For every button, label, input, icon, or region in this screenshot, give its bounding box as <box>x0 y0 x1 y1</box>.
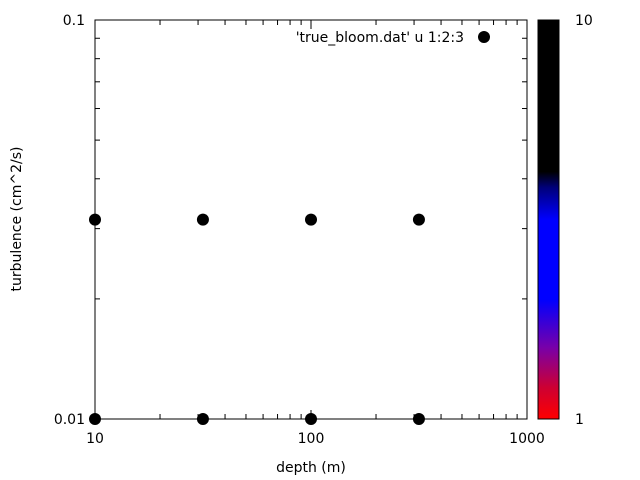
x-axis-label: depth (m) <box>276 460 346 476</box>
x-tick-label: 10 <box>86 431 104 447</box>
data-point <box>305 413 317 425</box>
data-points <box>89 213 425 425</box>
data-point <box>305 213 317 226</box>
y-tick-label: 0.1 <box>63 13 85 29</box>
colorbar-gradient <box>537 19 560 420</box>
colorbar: 10 1 <box>537 13 593 428</box>
data-point <box>89 213 101 226</box>
data-point <box>196 413 209 425</box>
legend-label: 'true_bloom.dat' u 1:2:3 <box>296 30 464 46</box>
colorbar-min-label: 1 <box>575 412 584 428</box>
data-point <box>196 213 209 226</box>
legend: 'true_bloom.dat' u 1:2:3 <box>296 30 490 46</box>
data-point <box>89 413 101 425</box>
y-axis-label: turbulence (cm^2/s) <box>9 147 25 292</box>
x-tick-label: 100 <box>298 431 325 447</box>
x-tick-label: 1000 <box>509 431 545 447</box>
colorbar-max-label: 10 <box>575 13 593 29</box>
legend-marker <box>478 31 490 43</box>
data-point <box>412 213 425 226</box>
y-tick-label: 0.01 <box>54 412 85 428</box>
data-point <box>412 413 425 425</box>
axis-ticks: 10 100 1000 0.01 0.1 <box>54 13 545 447</box>
